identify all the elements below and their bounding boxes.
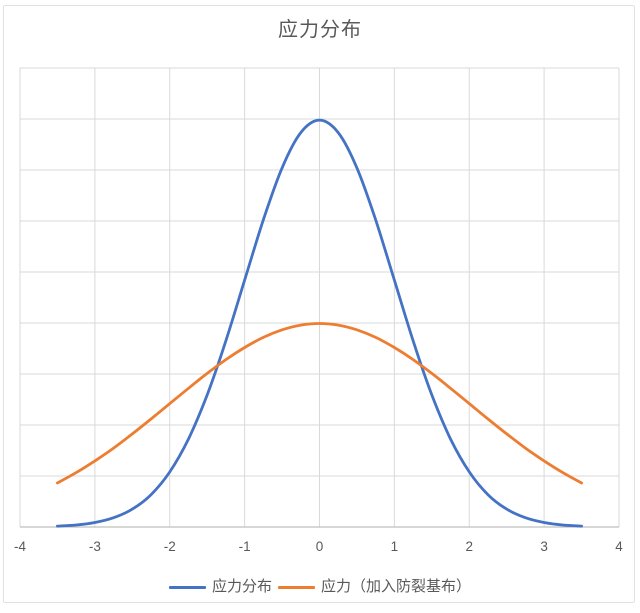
- legend-line-sample: [278, 585, 315, 589]
- x-tick-label: -2: [164, 539, 176, 554]
- legend: 应力分布 应力（加入防裂基布）: [0, 577, 640, 597]
- series-1-curve: [56, 118, 583, 528]
- legend-label: 应力（加入防裂基布）: [321, 578, 472, 595]
- x-tick-label: -1: [239, 539, 251, 554]
- x-tick-label: 0: [316, 539, 324, 554]
- x-tick-label: 4: [615, 539, 623, 554]
- x-tick-label: 1: [391, 539, 399, 554]
- legend-item-1: 应力分布: [168, 577, 272, 597]
- x-tick-label: 2: [465, 539, 473, 554]
- x-tick-label: -4: [14, 539, 26, 554]
- x-tick-label: 3: [540, 539, 548, 554]
- legend-item-2: 应力（加入防裂基布）: [278, 577, 471, 597]
- x-tick-label: -3: [89, 539, 101, 554]
- series-2-curve: [56, 322, 583, 485]
- chart-title: 应力分布: [278, 19, 362, 41]
- legend-line-sample: [168, 585, 206, 589]
- legend-label: 应力分布: [211, 578, 272, 595]
